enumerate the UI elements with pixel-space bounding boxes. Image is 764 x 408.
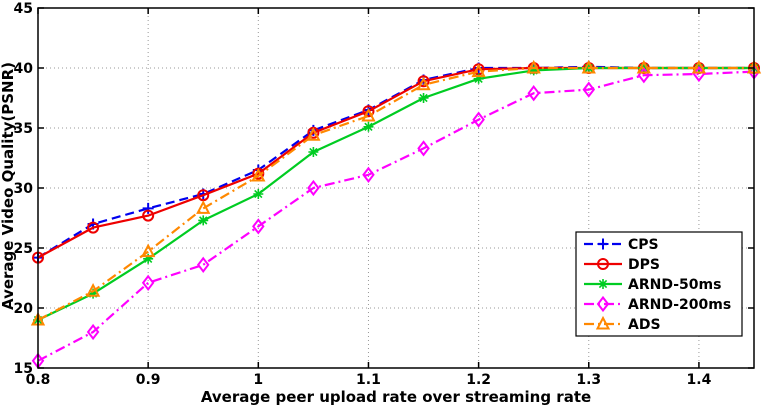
- triangle-marker: [306, 127, 321, 141]
- legend-label: DPS: [628, 257, 660, 273]
- diamond-marker: [362, 166, 375, 183]
- legend-item-ARND-50ms: ARND-50ms: [584, 277, 721, 293]
- legend-label: ADS: [628, 317, 661, 333]
- diamond-marker: [307, 179, 320, 197]
- asterisk-marker: [418, 93, 429, 103]
- y-tick-label: 40: [14, 61, 34, 77]
- triangle-marker: [581, 59, 596, 74]
- diamond-marker: [86, 323, 100, 341]
- y-tick-label: 45: [14, 1, 33, 17]
- x-tick-label: 0.9: [136, 372, 161, 388]
- plus-marker: [142, 202, 154, 214]
- y-axis-label: Average Video Quality(PSNR): [0, 62, 17, 310]
- legend-item-ARND-200ms: ARND-200ms: [584, 295, 731, 313]
- y-tick-label: 30: [14, 181, 34, 197]
- legend-item-CPS: CPS: [584, 237, 659, 253]
- triangle-marker: [361, 107, 376, 122]
- diamond-marker: [417, 140, 430, 157]
- asterisk-marker: [528, 65, 539, 76]
- y-tick-label: 15: [14, 361, 33, 377]
- x-tick-label: 1.4: [687, 372, 712, 388]
- legend-item-ADS: ADS: [584, 315, 661, 333]
- y-tick-label: 20: [14, 301, 34, 317]
- triangle-marker: [85, 283, 101, 297]
- triangle-marker: [595, 315, 611, 330]
- triangle-marker: [416, 76, 431, 91]
- asterisk-marker: [598, 279, 608, 289]
- x-axis-label: Average peer upload rate over streaming …: [201, 388, 591, 406]
- circle-marker: [87, 221, 100, 234]
- asterisk-marker: [88, 288, 99, 299]
- asterisk-marker: [143, 253, 154, 264]
- triangle-marker: [691, 59, 707, 74]
- triangle-marker: [196, 200, 211, 214]
- x-tick-label: 1.3: [576, 372, 601, 388]
- asterisk-marker: [198, 215, 209, 226]
- diamond-marker: [596, 295, 610, 313]
- diamond-marker: [527, 85, 540, 102]
- circle-marker: [197, 189, 210, 202]
- x-tick-label: 1.2: [466, 372, 491, 388]
- circle-marker: [142, 209, 155, 222]
- y-tick-label: 25: [14, 241, 33, 257]
- asterisk-marker: [308, 147, 319, 157]
- asterisk-marker: [253, 189, 264, 199]
- diamond-marker: [196, 256, 210, 273]
- diamond-marker: [582, 81, 596, 98]
- x-tick-label: 1.1: [356, 372, 381, 388]
- legend-label: ARND-200ms: [628, 297, 731, 313]
- legend-label: ARND-50ms: [628, 277, 721, 293]
- legend-label: CPS: [628, 237, 659, 253]
- triangle-marker: [636, 59, 651, 74]
- triangle-marker: [251, 167, 266, 182]
- triangle-marker: [471, 63, 486, 78]
- y-tick-label: 35: [14, 121, 33, 137]
- axes-box: [37, 7, 755, 369]
- asterisk-marker: [473, 73, 484, 84]
- asterisk-marker: [363, 121, 374, 132]
- circle-marker: [417, 75, 430, 88]
- triangle-marker: [526, 59, 541, 74]
- legend: CPS DPS ARND-50ms ARND-200ms ADS: [575, 231, 743, 337]
- circle-marker: [597, 258, 609, 270]
- circle-marker: [362, 105, 375, 118]
- legend-item-DPS: DPS: [584, 257, 660, 273]
- triangle-marker: [141, 243, 156, 258]
- x-tick-label: 0.8: [26, 372, 51, 388]
- plus-marker: [597, 238, 609, 250]
- series-ADS: [30, 59, 762, 326]
- diamond-marker: [472, 111, 485, 128]
- data-series: [30, 59, 762, 369]
- diamond-marker: [252, 218, 265, 235]
- diamond-marker: [141, 274, 155, 291]
- x-tick-label: 1: [253, 372, 263, 388]
- tick-labels: 0.8 0.9 1 1.1 1.2 1.3 1.4 15 20 25 30 35 40 45: [14, 1, 712, 388]
